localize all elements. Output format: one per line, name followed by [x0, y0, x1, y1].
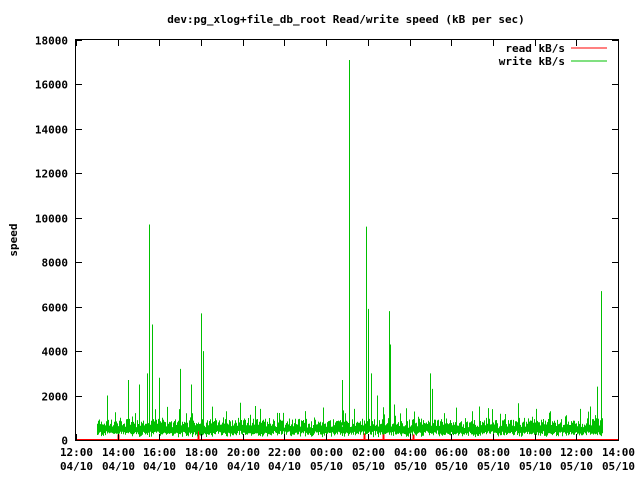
plot-frame — [75, 39, 619, 441]
y-tick-label: 10000 — [35, 213, 68, 226]
series-layer — [76, 60, 618, 440]
chart-title: dev:pg_xlog+file_db_root Read/write spee… — [167, 13, 525, 26]
x-tick-label-date: 05/10 — [394, 460, 427, 473]
x-tick-label-date: 04/10 — [60, 460, 93, 473]
y-tick-label: 2000 — [42, 391, 69, 404]
y-tick-label: 14000 — [35, 124, 68, 137]
x-tick-label-date: 04/10 — [102, 460, 135, 473]
x-tick-label-time: 10:00 — [519, 446, 552, 459]
x-tick-label-time: 02:00 — [352, 446, 385, 459]
x-tick-label-time: 12:00 — [560, 446, 593, 459]
x-tick-label-date: 05/10 — [352, 460, 385, 473]
x-tick-label-date: 05/10 — [560, 460, 593, 473]
x-tick-label-date: 05/10 — [519, 460, 552, 473]
x-tick-label-time: 04:00 — [394, 446, 427, 459]
x-tick-label-time: 20:00 — [227, 446, 260, 459]
x-tick-label-time: 08:00 — [477, 446, 510, 459]
x-tick-label-date: 05/10 — [602, 460, 635, 473]
y-tick-label: 6000 — [42, 302, 69, 315]
x-tick-label-date: 04/10 — [268, 460, 301, 473]
series-noise — [97, 402, 603, 438]
y-tick-label: 4000 — [42, 346, 69, 359]
x-tick-label-date: 04/10 — [143, 460, 176, 473]
y-axis-label: speed — [7, 223, 20, 256]
series-write — [97, 60, 603, 438]
x-tick-label-time: 14:00 — [602, 446, 635, 459]
axis-layer: 0 2000 4000 6000 8000 10000 12000 14000 16000 180… — [35, 35, 635, 474]
x-tick-label-time: 06:00 — [435, 446, 468, 459]
x-tick-label-time: 22:00 — [268, 446, 301, 459]
x-tick-label-time: 00:00 — [310, 446, 343, 459]
legend-label-read: read kB/s — [505, 42, 565, 55]
x-tick-label-time: 12:00 — [60, 446, 93, 459]
legend-label-write: write kB/s — [499, 55, 565, 68]
x-tick-label-time: 16:00 — [143, 446, 176, 459]
y-tick-label: 8000 — [42, 257, 69, 270]
x-tick-label-time: 18:00 — [185, 446, 218, 459]
y-tick-label: 12000 — [35, 168, 68, 181]
x-tick-label-date: 05/10 — [435, 460, 468, 473]
legend: read kB/s write kB/s — [499, 42, 607, 68]
y-tick-label: 18000 — [35, 35, 68, 48]
x-tick-label-date: 05/10 — [477, 460, 510, 473]
x-tick-label-date: 04/10 — [227, 460, 260, 473]
y-tick-label: 16000 — [35, 79, 68, 92]
x-tick-label-time: 14:00 — [102, 446, 135, 459]
x-tick-label-date: 04/10 — [185, 460, 218, 473]
y-tick-label: 0 — [61, 435, 68, 448]
x-tick-label-date: 05/10 — [310, 460, 343, 473]
